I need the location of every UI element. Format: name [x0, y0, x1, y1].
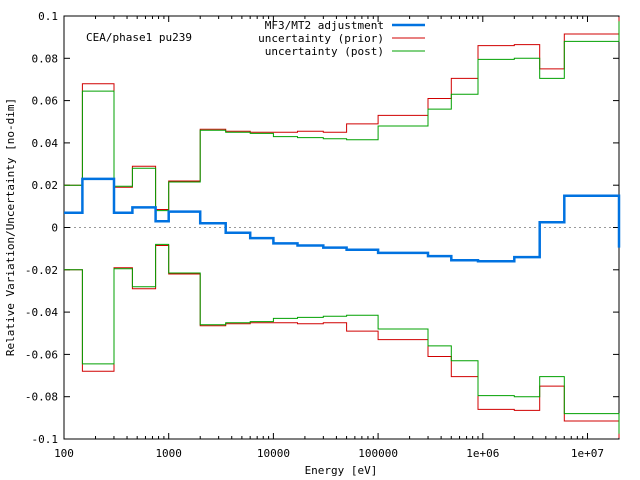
series-uncertainty-post--lower-line: [64, 243, 620, 434]
y-tick-label: 0: [51, 222, 58, 235]
series-uncertainty-prior--lower-line: [64, 245, 620, 438]
legend-label: MF3/MT2 adjustment: [265, 19, 384, 32]
y-tick-label: 0.02: [32, 179, 59, 192]
axis-ticks: 0.1 0.08 0.06 0.04 0.02 0 -0.02 -0.04 -0.06 -0.08…: [25, 10, 619, 460]
y-tick-label: 0.06: [32, 95, 59, 108]
y-tick-label: -0.1: [32, 433, 59, 446]
y-tick-label: 0.04: [32, 137, 59, 150]
y-tick-label: 0.1: [38, 10, 58, 23]
x-tick-label: 100: [54, 447, 74, 460]
legend-item-uncertainty-prior-: uncertainty (prior): [258, 32, 425, 45]
legend-label: uncertainty (prior): [258, 32, 384, 45]
y-tick-label: -0.06: [25, 348, 58, 361]
x-tick-label: 1000: [155, 447, 182, 460]
y-tick-label: -0.08: [25, 391, 58, 404]
y-tick-label: 0.08: [32, 52, 59, 65]
series-layer: [64, 17, 621, 438]
legend-label: uncertainty (post): [265, 45, 384, 58]
legend-item-uncertainty-post-: uncertainty (post): [265, 45, 425, 58]
x-tick-label: 100000: [358, 447, 398, 460]
y-axis-label: Relative Variation/Uncertainty [no-dim]: [4, 98, 17, 356]
legend-item-mf3-mt2-adjustment: MF3/MT2 adjustment: [265, 19, 425, 32]
chart-annotation: CEA/phase1 pu239: [86, 31, 192, 44]
x-tick-label: 1e+07: [571, 447, 604, 460]
series-uncertainty-prior--line: [64, 17, 620, 210]
y-tick-label: -0.04: [25, 306, 58, 319]
x-axis-label: Energy [eV]: [305, 464, 378, 477]
y-tick-label: -0.02: [25, 264, 58, 277]
x-tick-label: 1e+06: [466, 447, 499, 460]
series-uncertainty-post--line: [64, 21, 620, 212]
series-mf3-mt2-adjustment-line: [64, 177, 621, 263]
x-tick-label: 10000: [257, 447, 290, 460]
